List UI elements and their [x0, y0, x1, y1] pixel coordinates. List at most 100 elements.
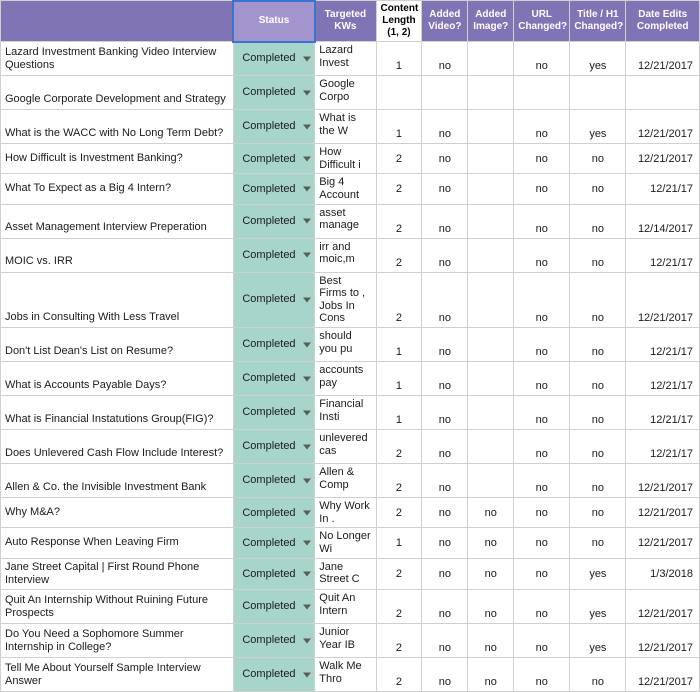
spreadsheet-table[interactable]: Status Targeted KWs Content Length (1, 2…	[0, 0, 700, 692]
cell-image[interactable]	[468, 76, 514, 110]
chevron-down-icon[interactable]	[303, 56, 311, 61]
cell-status[interactable]: Completed	[233, 110, 315, 144]
chevron-down-icon[interactable]	[303, 376, 311, 381]
cell-url[interactable]: no	[514, 204, 570, 238]
cell-image[interactable]	[468, 174, 514, 204]
cell-url[interactable]: no	[514, 396, 570, 430]
cell-image[interactable]: no	[468, 624, 514, 658]
table-row[interactable]: What is Accounts Payable Days?Completeda…	[1, 362, 700, 396]
cell-status[interactable]: Completed	[233, 362, 315, 396]
cell-status[interactable]: Completed	[233, 174, 315, 204]
cell-image[interactable]	[468, 396, 514, 430]
cell-len[interactable]: 2	[376, 624, 422, 658]
cell-status[interactable]: Completed	[233, 430, 315, 464]
header-kws[interactable]: Targeted KWs	[315, 1, 376, 42]
cell-url[interactable]: no	[514, 464, 570, 498]
chevron-down-icon[interactable]	[303, 90, 311, 95]
cell-h1[interactable]: no	[570, 272, 626, 328]
cell-h1[interactable]: no	[570, 328, 626, 362]
cell-url[interactable]: no	[514, 658, 570, 692]
header-h1[interactable]: Title / H1 Changed?	[570, 1, 626, 42]
cell-video[interactable]: no	[422, 558, 468, 589]
table-row[interactable]: Does Unlevered Cash Flow Include Interes…	[1, 430, 700, 464]
cell-date[interactable]: 12/21/2017	[626, 110, 700, 144]
cell-title[interactable]: Do You Need a Sophomore Summer Internshi…	[1, 624, 234, 658]
cell-video[interactable]: no	[422, 498, 468, 528]
cell-title[interactable]: Don't List Dean's List on Resume?	[1, 328, 234, 362]
cell-h1[interactable]: yes	[570, 110, 626, 144]
cell-h1[interactable]: no	[570, 362, 626, 396]
table-row[interactable]: Jobs in Consulting With Less TravelCompl…	[1, 272, 700, 328]
header-status[interactable]: Status	[233, 1, 315, 42]
cell-h1[interactable]: no	[570, 464, 626, 498]
cell-len[interactable]: 1	[376, 42, 422, 76]
chevron-down-icon[interactable]	[303, 253, 311, 258]
cell-h1[interactable]: no	[570, 658, 626, 692]
cell-title[interactable]: How Difficult is Investment Banking?	[1, 144, 234, 174]
cell-len[interactable]: 2	[376, 430, 422, 464]
table-row[interactable]: Do You Need a Sophomore Summer Internshi…	[1, 624, 700, 658]
cell-kw[interactable]: Lazard Invest	[315, 42, 376, 76]
cell-image[interactable]	[468, 238, 514, 272]
cell-len[interactable]: 1	[376, 328, 422, 362]
cell-image[interactable]	[468, 328, 514, 362]
cell-image[interactable]	[468, 272, 514, 328]
cell-date[interactable]: 12/21/17	[626, 396, 700, 430]
chevron-down-icon[interactable]	[303, 571, 311, 576]
cell-date[interactable]: 12/21/2017	[626, 590, 700, 624]
cell-h1[interactable]	[570, 76, 626, 110]
cell-image[interactable]: no	[468, 498, 514, 528]
cell-status[interactable]: Completed	[233, 498, 315, 528]
cell-kw[interactable]: Quit An Intern	[315, 590, 376, 624]
chevron-down-icon[interactable]	[303, 342, 311, 347]
cell-len[interactable]: 2	[376, 590, 422, 624]
cell-len[interactable]: 2	[376, 558, 422, 589]
cell-url[interactable]: no	[514, 430, 570, 464]
cell-video[interactable]: no	[422, 144, 468, 174]
cell-video[interactable]: no	[422, 362, 468, 396]
cell-title[interactable]: Asset Management Interview Preperation	[1, 204, 234, 238]
table-row[interactable]: How Difficult is Investment Banking?Comp…	[1, 144, 700, 174]
cell-url[interactable]: no	[514, 42, 570, 76]
cell-video[interactable]: no	[422, 204, 468, 238]
cell-kw[interactable]: accounts pay	[315, 362, 376, 396]
cell-len[interactable]: 2	[376, 174, 422, 204]
cell-url[interactable]: no	[514, 328, 570, 362]
cell-len[interactable]: 2	[376, 498, 422, 528]
cell-image[interactable]	[468, 362, 514, 396]
cell-kw[interactable]: What is the W	[315, 110, 376, 144]
cell-kw[interactable]: How Difficult i	[315, 144, 376, 174]
chevron-down-icon[interactable]	[303, 638, 311, 643]
cell-date[interactable]: 1/3/2018	[626, 558, 700, 589]
cell-status[interactable]: Completed	[233, 558, 315, 589]
cell-title[interactable]: Jobs in Consulting With Less Travel	[1, 272, 234, 328]
cell-date[interactable]: 12/21/2017	[626, 498, 700, 528]
cell-video[interactable]: no	[422, 590, 468, 624]
cell-video[interactable]: no	[422, 272, 468, 328]
chevron-down-icon[interactable]	[303, 444, 311, 449]
cell-kw[interactable]: Jane Street C	[315, 558, 376, 589]
chevron-down-icon[interactable]	[303, 541, 311, 546]
cell-status[interactable]: Completed	[233, 272, 315, 328]
cell-title[interactable]: What is the WACC with No Long Term Debt?	[1, 110, 234, 144]
cell-date[interactable]: 12/21/2017	[626, 272, 700, 328]
chevron-down-icon[interactable]	[303, 219, 311, 224]
table-row[interactable]: What To Expect as a Big 4 Intern?Complet…	[1, 174, 700, 204]
cell-video[interactable]: no	[422, 528, 468, 558]
table-row[interactable]: Tell Me About Yourself Sample Interview …	[1, 658, 700, 692]
cell-kw[interactable]: Allen & Comp	[315, 464, 376, 498]
cell-len[interactable]: 2	[376, 204, 422, 238]
cell-status[interactable]: Completed	[233, 624, 315, 658]
chevron-down-icon[interactable]	[303, 478, 311, 483]
table-row[interactable]: Asset Management Interview PreperationCo…	[1, 204, 700, 238]
cell-image[interactable]	[468, 110, 514, 144]
cell-status[interactable]: Completed	[233, 396, 315, 430]
cell-url[interactable]: no	[514, 624, 570, 658]
cell-status[interactable]: Completed	[233, 658, 315, 692]
cell-kw[interactable]: Best Firms to , Jobs In Cons	[315, 272, 376, 328]
chevron-down-icon[interactable]	[303, 297, 311, 302]
cell-h1[interactable]: no	[570, 174, 626, 204]
cell-kw[interactable]: Junior Year IB	[315, 624, 376, 658]
cell-title[interactable]: Jane Street Capital | First Round Phone …	[1, 558, 234, 589]
table-row[interactable]: Google Corporate Development and Strateg…	[1, 76, 700, 110]
